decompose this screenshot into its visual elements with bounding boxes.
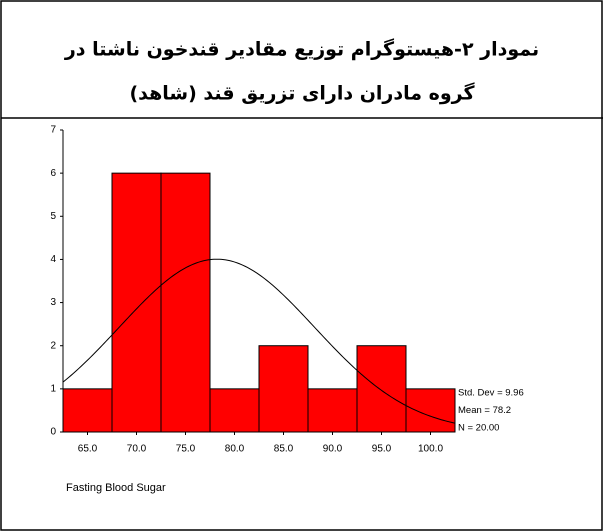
chart-title: گروه مادران دارای تزریق قند (شاهد) — [129, 82, 475, 105]
x-tick-label: 65.0 — [78, 444, 98, 455]
y-tick-label: 1 — [50, 383, 56, 394]
y-tick-label: 4 — [50, 254, 56, 265]
bar — [356, 345, 407, 433]
x-axis-label: Fasting Blood Sugar — [66, 482, 166, 494]
y-tick-label: 7 — [50, 125, 56, 136]
x-tick-label: 100.0 — [418, 444, 443, 455]
bar — [62, 388, 113, 433]
y-tick-label: 5 — [50, 211, 56, 222]
y-tick-label: 2 — [50, 340, 56, 351]
bar — [160, 172, 211, 433]
x-tick-label: 90.0 — [323, 444, 343, 455]
bar — [307, 388, 358, 433]
x-tick-label: 85.0 — [274, 444, 294, 455]
bar — [258, 345, 309, 433]
y-tick-label: 6 — [50, 168, 56, 179]
chart-title: نمودار ۲-هیستوگرام توزیع مقادیر قندخون ن… — [64, 38, 539, 61]
stat-label: Mean = 78.2 — [458, 405, 511, 416]
x-tick-label: 70.0 — [127, 444, 147, 455]
x-tick-label: 75.0 — [176, 444, 196, 455]
y-tick-label: 3 — [50, 297, 56, 308]
stat-label: N = 20.00 — [458, 423, 499, 434]
x-tick-label: 95.0 — [372, 444, 392, 455]
bar — [209, 388, 260, 433]
normal-curve — [62, 258, 456, 424]
y-tick-label: 0 — [50, 427, 56, 438]
bar — [111, 172, 162, 433]
stat-label: Std. Dev = 9.96 — [458, 388, 524, 399]
bar — [405, 388, 456, 433]
x-tick-label: 80.0 — [225, 444, 245, 455]
